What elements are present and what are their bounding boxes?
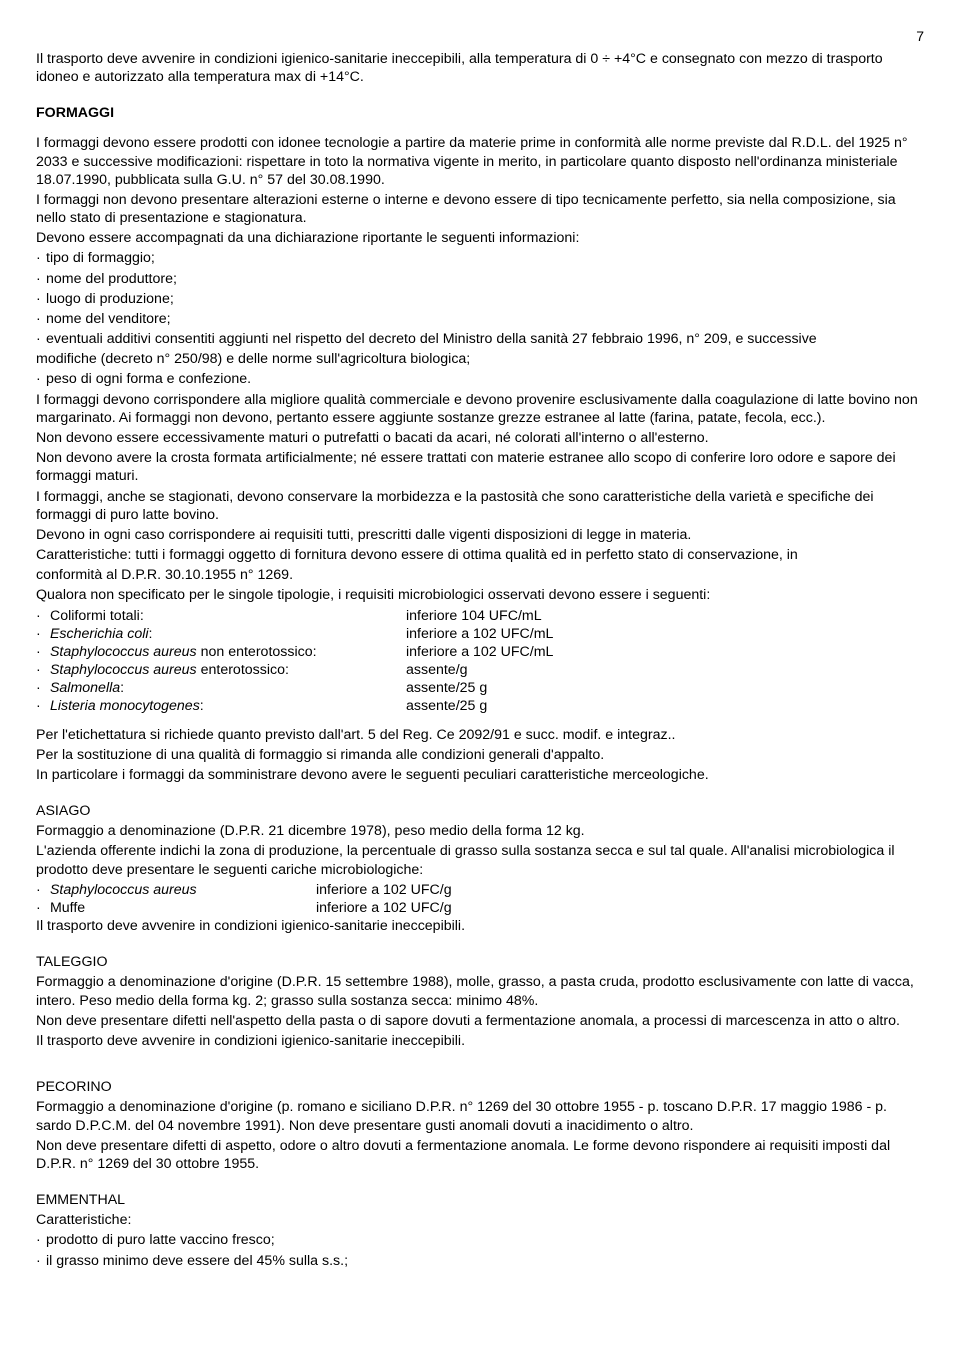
list-item: ·luogo di produzione; — [36, 290, 924, 308]
body-text: L'azienda offerente indichi la zona di p… — [36, 842, 924, 878]
section-title-formaggi: FORMAGGI — [36, 104, 924, 122]
body-text: Per l'etichettatura si richiede quanto p… — [36, 726, 924, 744]
body-text: I formaggi devono essere prodotti con id… — [36, 134, 924, 189]
list-item: ·nome del venditore; — [36, 310, 924, 328]
subsection-emmenthal: EMMENTHAL — [36, 1191, 924, 1209]
subsection-asiago: ASIAGO — [36, 802, 924, 820]
body-text: Formaggio a denominazione d'origine (p. … — [36, 1098, 924, 1134]
list-item: ·tipo di formaggio; — [36, 249, 924, 267]
body-text: conformità al D.P.R. 30.10.1955 n° 1269. — [36, 566, 924, 584]
intro-paragraph: Il trasporto deve avvenire in condizioni… — [36, 50, 924, 86]
table-row: · Escherichia coli: inferiore a 102 UFC/… — [36, 625, 573, 643]
body-text: Non devono essere eccessivamente maturi … — [36, 429, 924, 447]
table-row: · Staphylococcus aureus non enterotossic… — [36, 643, 573, 661]
body-text: Formaggio a denominazione (D.P.R. 21 dic… — [36, 822, 924, 840]
body-text: Non deve presentare difetti nell'aspetto… — [36, 1012, 924, 1030]
body-text: Devono in ogni caso corrispondere ai req… — [36, 526, 924, 544]
body-text: Caratteristiche: — [36, 1211, 924, 1229]
table-row: · Coliformi totali: inferiore 104 UFC/mL — [36, 607, 573, 625]
table-row: · Staphylococcus aureus inferiore a 102 … — [36, 881, 472, 899]
list-item-continuation: modifiche (decreto n° 250/98) e delle no… — [36, 350, 924, 368]
body-text: Il trasporto deve avvenire in condizioni… — [36, 1032, 924, 1050]
subsection-pecorino: PECORINO — [36, 1078, 924, 1096]
table-row: · Salmonella: assente/25 g — [36, 679, 573, 697]
list-item: ·il grasso minimo deve essere del 45% su… — [36, 1252, 924, 1270]
body-text: Per la sostituzione di una qualità di fo… — [36, 746, 924, 764]
table-row: · Staphylococcus aureus enterotossico: a… — [36, 661, 573, 679]
list-item: ·prodotto di puro latte vaccino fresco; — [36, 1231, 924, 1249]
body-text: Devono essere accompagnati da una dichia… — [36, 229, 924, 247]
body-text: I formaggi devono corrispondere alla mig… — [36, 391, 924, 427]
body-text: Non deve presentare difetti di aspetto, … — [36, 1137, 924, 1173]
page-number: 7 — [36, 28, 924, 46]
body-text: I formaggi non devono presentare alteraz… — [36, 191, 924, 227]
body-text: Caratteristiche: tutti i formaggi oggett… — [36, 546, 924, 564]
body-text: In particolare i formaggi da somministra… — [36, 766, 924, 784]
list-item: ·eventuali additivi consentiti aggiunti … — [36, 330, 924, 348]
subsection-taleggio: TALEGGIO — [36, 953, 924, 971]
body-text: Formaggio a denominazione d'origine (D.P… — [36, 973, 924, 1009]
body-text: I formaggi, anche se stagionati, devono … — [36, 488, 924, 524]
table-row: · Listeria monocytogenes: assente/25 g — [36, 697, 573, 715]
asiago-micro-table: · Staphylococcus aureus inferiore a 102 … — [36, 881, 472, 917]
body-text: Il trasporto deve avvenire in condizioni… — [36, 917, 924, 935]
body-text: Non devono avere la crosta formata artif… — [36, 449, 924, 485]
list-item: ·peso di ogni forma e confezione. — [36, 370, 924, 388]
table-row: · Muffe inferiore a 102 UFC/g — [36, 899, 472, 917]
body-text: Qualora non specificato per le singole t… — [36, 586, 924, 604]
micro-table: · Coliformi totali: inferiore 104 UFC/mL… — [36, 607, 573, 716]
list-item: ·nome del produttore; — [36, 270, 924, 288]
